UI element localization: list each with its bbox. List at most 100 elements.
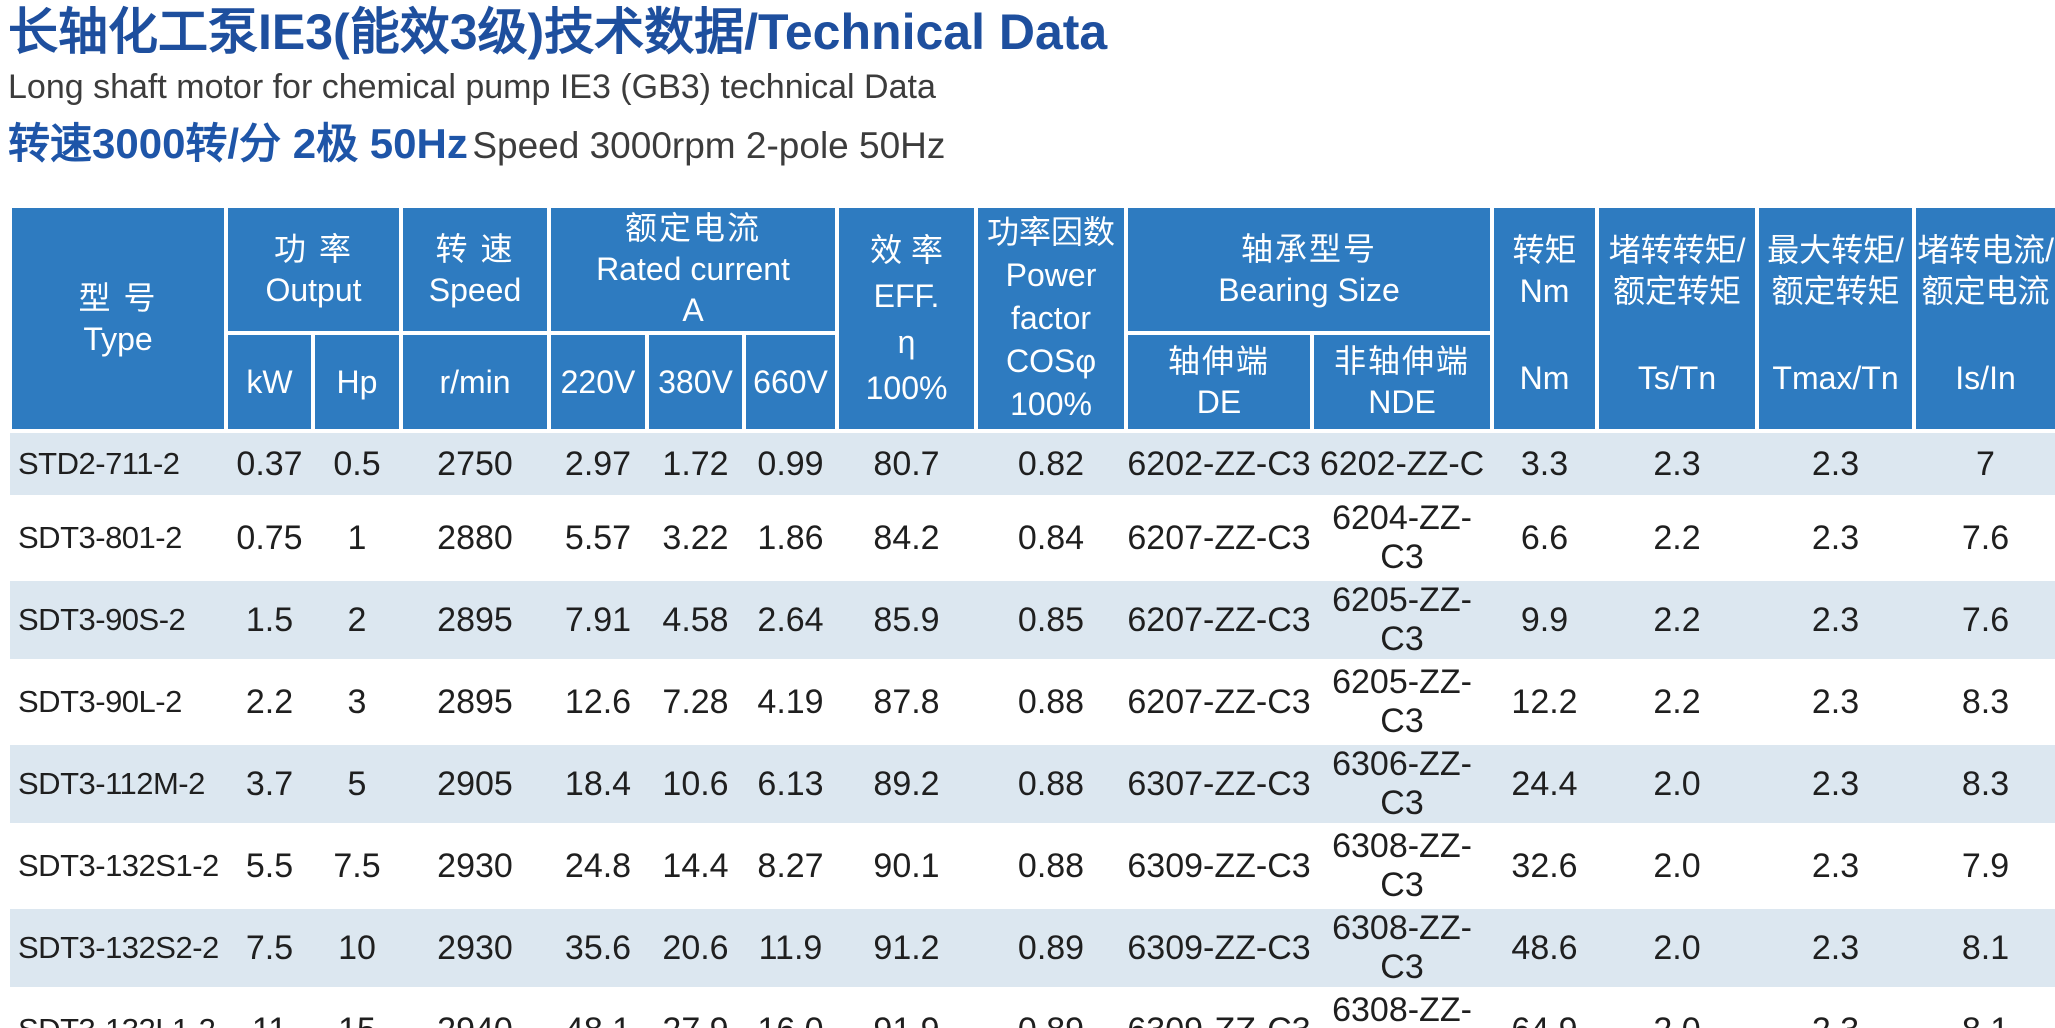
value-cell: 6205-ZZ-C3 [1312, 577, 1493, 663]
value-cell: 0.89 [976, 987, 1127, 1028]
model-cell: SDT3-90S-2 [10, 577, 226, 663]
value-cell: 14.4 [647, 823, 744, 909]
header-label: Ts/Tn [1637, 360, 1717, 396]
header-label: Type [83, 320, 153, 357]
col-header-speed: 转 速 Speed [399, 204, 551, 335]
value-cell: 2.3 [1757, 659, 1915, 745]
value-cell: 12.6 [549, 659, 647, 745]
value-cell: 15 [313, 987, 401, 1028]
value-cell: 80.7 [837, 429, 977, 499]
value-cell: 2895 [401, 577, 549, 663]
value-cell: 2750 [401, 429, 549, 499]
col-subheader-380v: 380V [645, 331, 746, 433]
table-row: SDT3-132L1-21115294048.127.916.091.90.89… [10, 987, 2055, 1028]
value-cell: 0.88 [976, 741, 1127, 827]
header-label: 轴承型号 [1241, 230, 1378, 267]
table-row: SDT3-90L-2 2.2 3 2895 12.6 7.28 4.19 87.8 0.88 62… [10, 659, 2055, 745]
header-label: EFF. [873, 277, 940, 314]
value-cell: 2930 [401, 823, 549, 909]
value-cell: 2895 [401, 659, 549, 745]
value-cell: 0.5 [313, 429, 401, 499]
value-cell: 0.89 [976, 905, 1127, 991]
model-cell: SDT3-132L1-2 [10, 987, 226, 1028]
value-cell: 0.37 [226, 429, 313, 499]
value-cell: 0.75 [226, 495, 313, 581]
value-cell: 3.7 [226, 741, 313, 827]
value-cell: 2.3 [1757, 987, 1915, 1028]
value-cell: 91.9 [837, 987, 977, 1028]
value-cell: 0.88 [976, 659, 1127, 745]
value-cell: 90.1 [837, 823, 977, 909]
col-subheader-hp: Hp [311, 331, 403, 433]
value-cell: 1.86 [744, 495, 838, 581]
page-heading: 长轴化工泵IE3(能效3级)技术数据/Technical Data Long s… [8, 0, 2048, 180]
model-cell: SDT3-132S1-2 [10, 823, 226, 909]
value-cell: 6309-ZZ-C3 [1126, 905, 1313, 991]
header-label: COSφ [1005, 343, 1097, 379]
value-cell: 4.19 [744, 659, 838, 745]
value-cell: 35.6 [549, 905, 647, 991]
col-header-type: 型 号 Type [8, 204, 228, 433]
value-cell: 7.5 [313, 823, 401, 909]
header-label: 效 率 [870, 231, 943, 268]
value-cell: 84.2 [837, 495, 977, 581]
value-cell: 8.3 [1914, 741, 2055, 827]
value-cell: 2940 [401, 987, 549, 1028]
value-cell: 6.6 [1492, 495, 1598, 581]
col-header-efficiency: 效 率 EFF. η 100% [835, 204, 979, 433]
value-cell: 20.6 [647, 905, 744, 991]
value-cell: 2.0 [1597, 741, 1758, 827]
header-label: A [682, 292, 704, 328]
value-cell: 8.1 [1914, 987, 2055, 1028]
header-label: 额定转矩 [1613, 272, 1742, 309]
value-cell: 7.6 [1914, 577, 2055, 663]
header-label: Nm [1519, 360, 1570, 396]
value-cell: 1.72 [647, 429, 744, 499]
value-cell: 91.2 [837, 905, 977, 991]
header-label: 功 率 [274, 230, 353, 267]
value-cell: 2.2 [226, 659, 313, 745]
value-cell: 7.28 [647, 659, 744, 745]
table-header: 型 号 Type 功 率 Output 转 速 Speed 额定电流 Rated… [8, 204, 2055, 433]
value-cell: 7 [1914, 429, 2055, 499]
col-subheader-kw: kW [224, 331, 315, 433]
speed-line-cn: 转速3000转/分 2极 50Hz [8, 120, 468, 167]
value-cell: 0.82 [976, 429, 1127, 499]
header-label: DE [1196, 384, 1242, 420]
value-cell: 2.0 [1597, 987, 1758, 1028]
header-label: η [897, 323, 916, 360]
header-label: Output [265, 271, 362, 308]
value-cell: 6308-ZZ-C3 [1312, 905, 1493, 991]
value-cell: 2.3 [1757, 905, 1915, 991]
value-cell: 64.9 [1492, 987, 1598, 1028]
table-row: SDT3-801-2 0.75 1 2880 5.57 3.22 1.86 84.2 0.84 6… [10, 495, 2055, 581]
table-row: SDT3-132S2-2 7.5 10 2930 35.6 20.6 11.9 91.2 0.8… [10, 905, 2055, 991]
value-cell: 2.3 [1757, 429, 1915, 499]
value-cell: 89.2 [837, 741, 977, 827]
value-cell: 2930 [401, 905, 549, 991]
value-cell: 2.3 [1597, 429, 1758, 499]
value-cell: 48.6 [1492, 905, 1598, 991]
value-cell: 10.6 [647, 741, 744, 827]
value-cell: 6307-ZZ-C3 [1126, 741, 1313, 827]
value-cell: 6.13 [744, 741, 838, 827]
value-cell: 16.0 [744, 987, 838, 1028]
value-cell: 2.2 [1597, 659, 1758, 745]
table-row: SDT3-112M-2 3.7 5 2905 18.4 10.6 6.13 89.2 0.88 6… [10, 741, 2055, 827]
col-header-max-torque: 最大转矩/ 额定转矩 Tmax/Tn [1755, 204, 1917, 433]
header-label: 额定电流 [1921, 272, 2050, 309]
header-label: Nm [1519, 272, 1570, 309]
model-cell: SDT3-132S2-2 [10, 905, 226, 991]
value-cell: 6202-ZZ-C [1312, 429, 1493, 499]
value-cell: 5.5 [226, 823, 313, 909]
header-label: Is/In [1955, 360, 2016, 396]
value-cell: 5.57 [549, 495, 647, 581]
value-cell: 4.58 [647, 577, 744, 663]
value-cell: 6308-ZZ-C3 [1312, 823, 1493, 909]
table-body: STD2-711-2 0.37 0.5 2750 2.97 1.72 0.99 80.7 0.8… [10, 429, 2055, 1028]
value-cell: 3.3 [1492, 429, 1598, 499]
header-label: 额定电流 [625, 210, 762, 246]
value-cell: 48.1 [549, 987, 647, 1028]
header-label: 功率因数 [987, 214, 1116, 250]
